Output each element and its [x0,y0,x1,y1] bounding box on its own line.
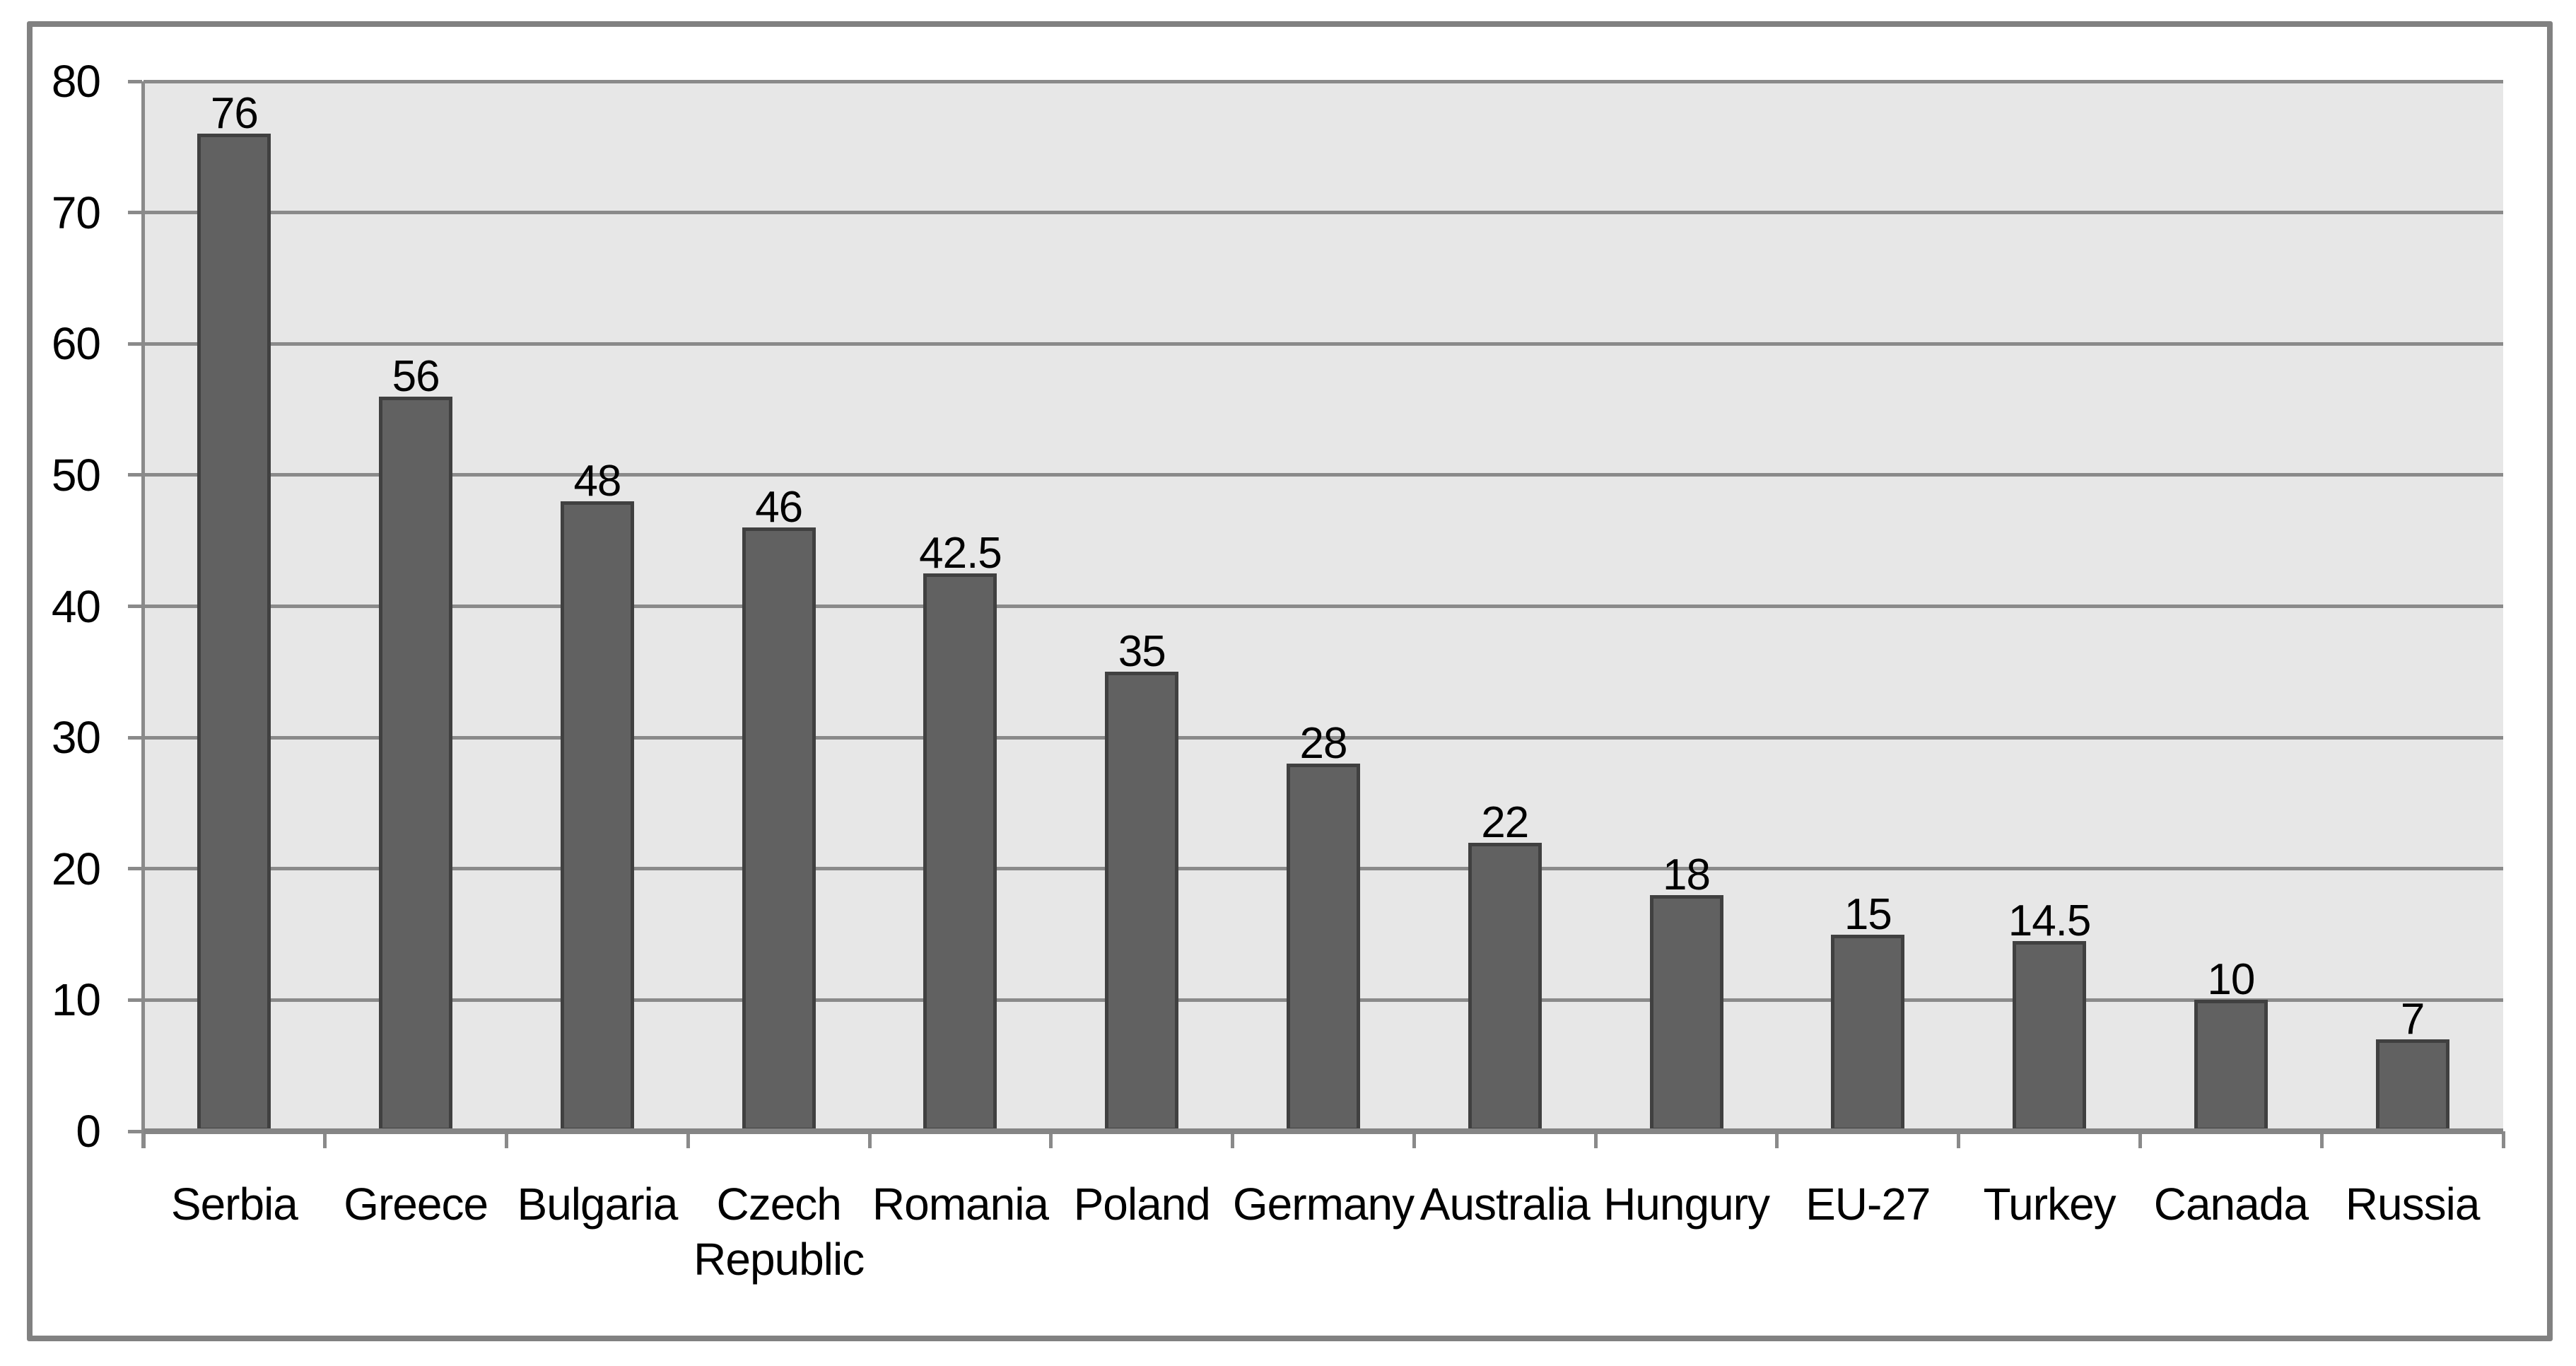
y-tick-70 [128,211,142,215]
x-tick-8 [1593,1131,1598,1148]
category-label-4: Romania [872,1179,1049,1230]
category-label-0: Serbia [170,1179,298,1230]
y-axis-label-20: 20 [51,843,101,894]
category-label-2: Bulgaria [517,1179,679,1230]
bar-value-label-0: 76 [210,89,259,139]
x-tick-3 [686,1131,690,1148]
y-tick-30 [128,735,142,740]
category-label-6: Germany [1232,1179,1415,1230]
x-tick-4 [867,1131,872,1148]
bar-value-label-3: 46 [755,483,803,532]
y-axis-label-60: 60 [51,318,101,370]
x-tick-0 [141,1131,146,1148]
category-label-11: Canada [2153,1179,2309,1230]
x-tick-6 [1231,1131,1235,1148]
bar-value-label-6: 28 [1299,719,1348,769]
y-tick-60 [128,342,142,346]
x-tick-5 [1049,1131,1053,1148]
category-label-7: Australia [1419,1179,1591,1230]
y-axis-label-10: 10 [51,974,101,1026]
y-axis-label-0: 0 [76,1106,101,1157]
x-tick-11 [2138,1131,2142,1148]
x-axis-line [144,1128,2503,1134]
category-label-9: EU-27 [1805,1179,1931,1230]
bar-11 [2194,1000,2268,1131]
y-axis-line [141,81,145,1148]
category-label-1: Greece [344,1179,488,1230]
gridline-y-70 [144,211,2503,215]
bar-value-label-4: 42.5 [919,529,1002,578]
y-tick-0 [128,1129,142,1133]
bar-6 [1287,764,1360,1131]
chart-frame: 0 10 20 30 40 50 60 70 80 76 Serbia 56 Greece 48 Bulga… [27,21,2553,1341]
x-tick-12 [2319,1131,2324,1148]
y-axis-label-50: 50 [51,449,101,501]
category-label-8: Hungury [1603,1179,1770,1230]
category-label-3: Czech Republic [693,1179,865,1285]
bar-5 [1105,672,1179,1131]
x-tick-2 [505,1131,509,1148]
bar-2 [560,501,634,1131]
y-axis-label-80: 80 [51,56,101,107]
y-axis-label-40: 40 [51,580,101,632]
x-tick-9 [1775,1131,1779,1148]
bar-9 [1831,934,1905,1131]
bar-value-label-5: 35 [1118,627,1166,677]
bar-value-label-8: 18 [1663,850,1711,899]
gridline-y-40 [144,605,2503,608]
category-label-5: Poland [1073,1179,1211,1230]
x-tick-1 [323,1131,327,1148]
bar-value-label-1: 56 [392,351,440,401]
x-tick-13 [2501,1131,2505,1148]
bar-value-label-2: 48 [573,457,621,506]
bar-8 [1649,894,1723,1131]
category-label-10: Turkey [1983,1179,2116,1230]
y-tick-50 [128,473,142,477]
bar-10 [2013,940,2087,1131]
x-tick-7 [1412,1131,1416,1148]
y-axis-label-70: 70 [51,187,101,238]
bar-value-label-11: 10 [2207,955,2255,1005]
bar-value-label-7: 22 [1481,798,1529,847]
category-label-12: Russia [2345,1179,2481,1230]
bar-12 [2375,1039,2449,1131]
y-axis-label-30: 30 [51,712,101,764]
gridline-y-30 [144,735,2503,740]
x-tick-10 [1957,1131,1961,1148]
bar-1 [379,396,453,1131]
bar-4 [923,573,997,1131]
bar-0 [197,134,271,1131]
bar-3 [742,527,816,1131]
y-tick-10 [128,998,142,1002]
y-tick-40 [128,605,142,608]
gridline-y-80 [144,79,2503,83]
y-tick-20 [128,867,142,871]
y-tick-80 [128,79,142,83]
bar-value-label-9: 15 [1844,889,1892,939]
bar-value-label-12: 7 [2400,995,2425,1044]
bar-7 [1468,842,1542,1131]
gridline-y-50 [144,473,2503,477]
bar-value-label-10: 14.5 [2008,896,2092,945]
gridline-y-60 [144,342,2503,346]
